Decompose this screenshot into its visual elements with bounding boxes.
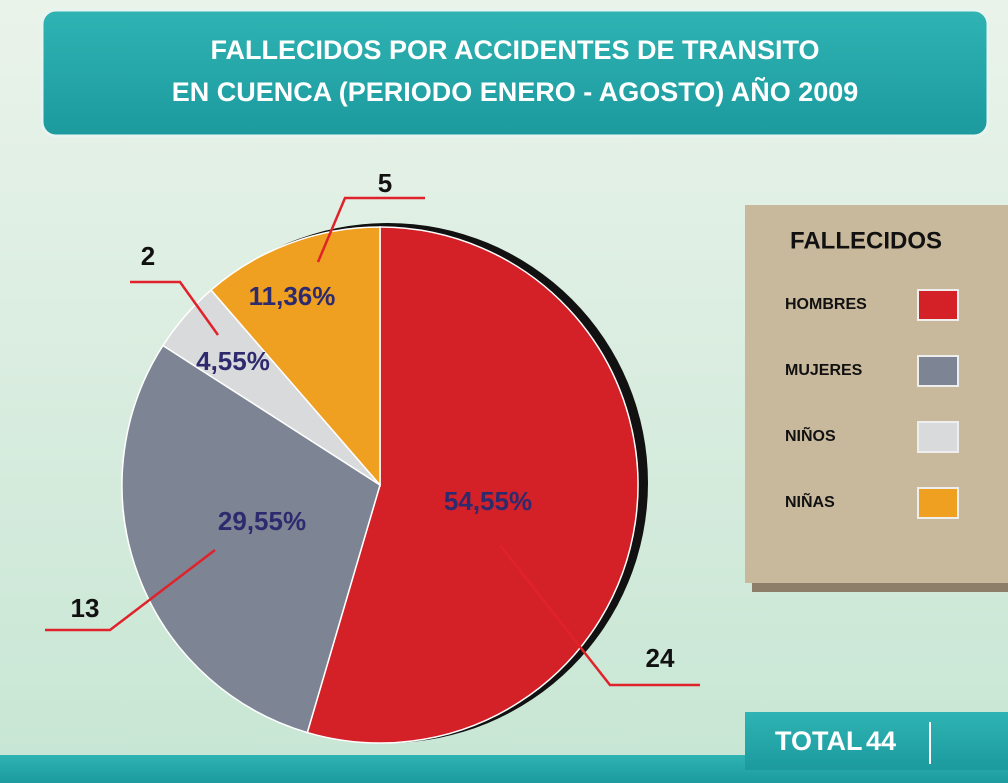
data-label: 24	[646, 643, 675, 673]
legend-box	[745, 205, 1008, 583]
data-label: 13	[71, 593, 100, 623]
legend-swatch	[918, 488, 958, 518]
data-label: 2	[141, 241, 155, 271]
legend-swatch	[918, 422, 958, 452]
percentage-label: 54,55%	[444, 486, 532, 516]
total-label: TOTAL	[775, 726, 863, 756]
chart-title: EN CUENCA (PERIODO ENERO - AGOSTO) AÑO 2…	[172, 76, 859, 107]
legend-label: NIÑAS	[785, 491, 835, 511]
chart: FALLECIDOS POR ACCIDENTES DE TRANSITO EN…	[0, 0, 1008, 783]
data-label: 5	[378, 168, 392, 198]
legend-label: MUJERES	[785, 362, 863, 379]
legend-swatch	[918, 356, 958, 386]
pie	[122, 223, 648, 743]
total-value: 44	[866, 726, 896, 756]
legend-title: FALLECIDOS	[790, 227, 942, 254]
legend-label: NIÑOS	[785, 425, 836, 445]
legend-label: HOMBRES	[785, 296, 867, 313]
page: FALLECIDOS POR ACCIDENTES DE TRANSITO EN…	[0, 0, 1008, 783]
percentage-label: 4,55%	[196, 346, 270, 376]
chart-title: FALLECIDOS POR ACCIDENTES DE TRANSITO	[210, 35, 819, 65]
percentage-label: 11,36%	[249, 281, 336, 311]
title-banner	[42, 10, 988, 136]
legend-swatch	[918, 290, 958, 320]
percentage-label: 29,55%	[218, 506, 306, 536]
